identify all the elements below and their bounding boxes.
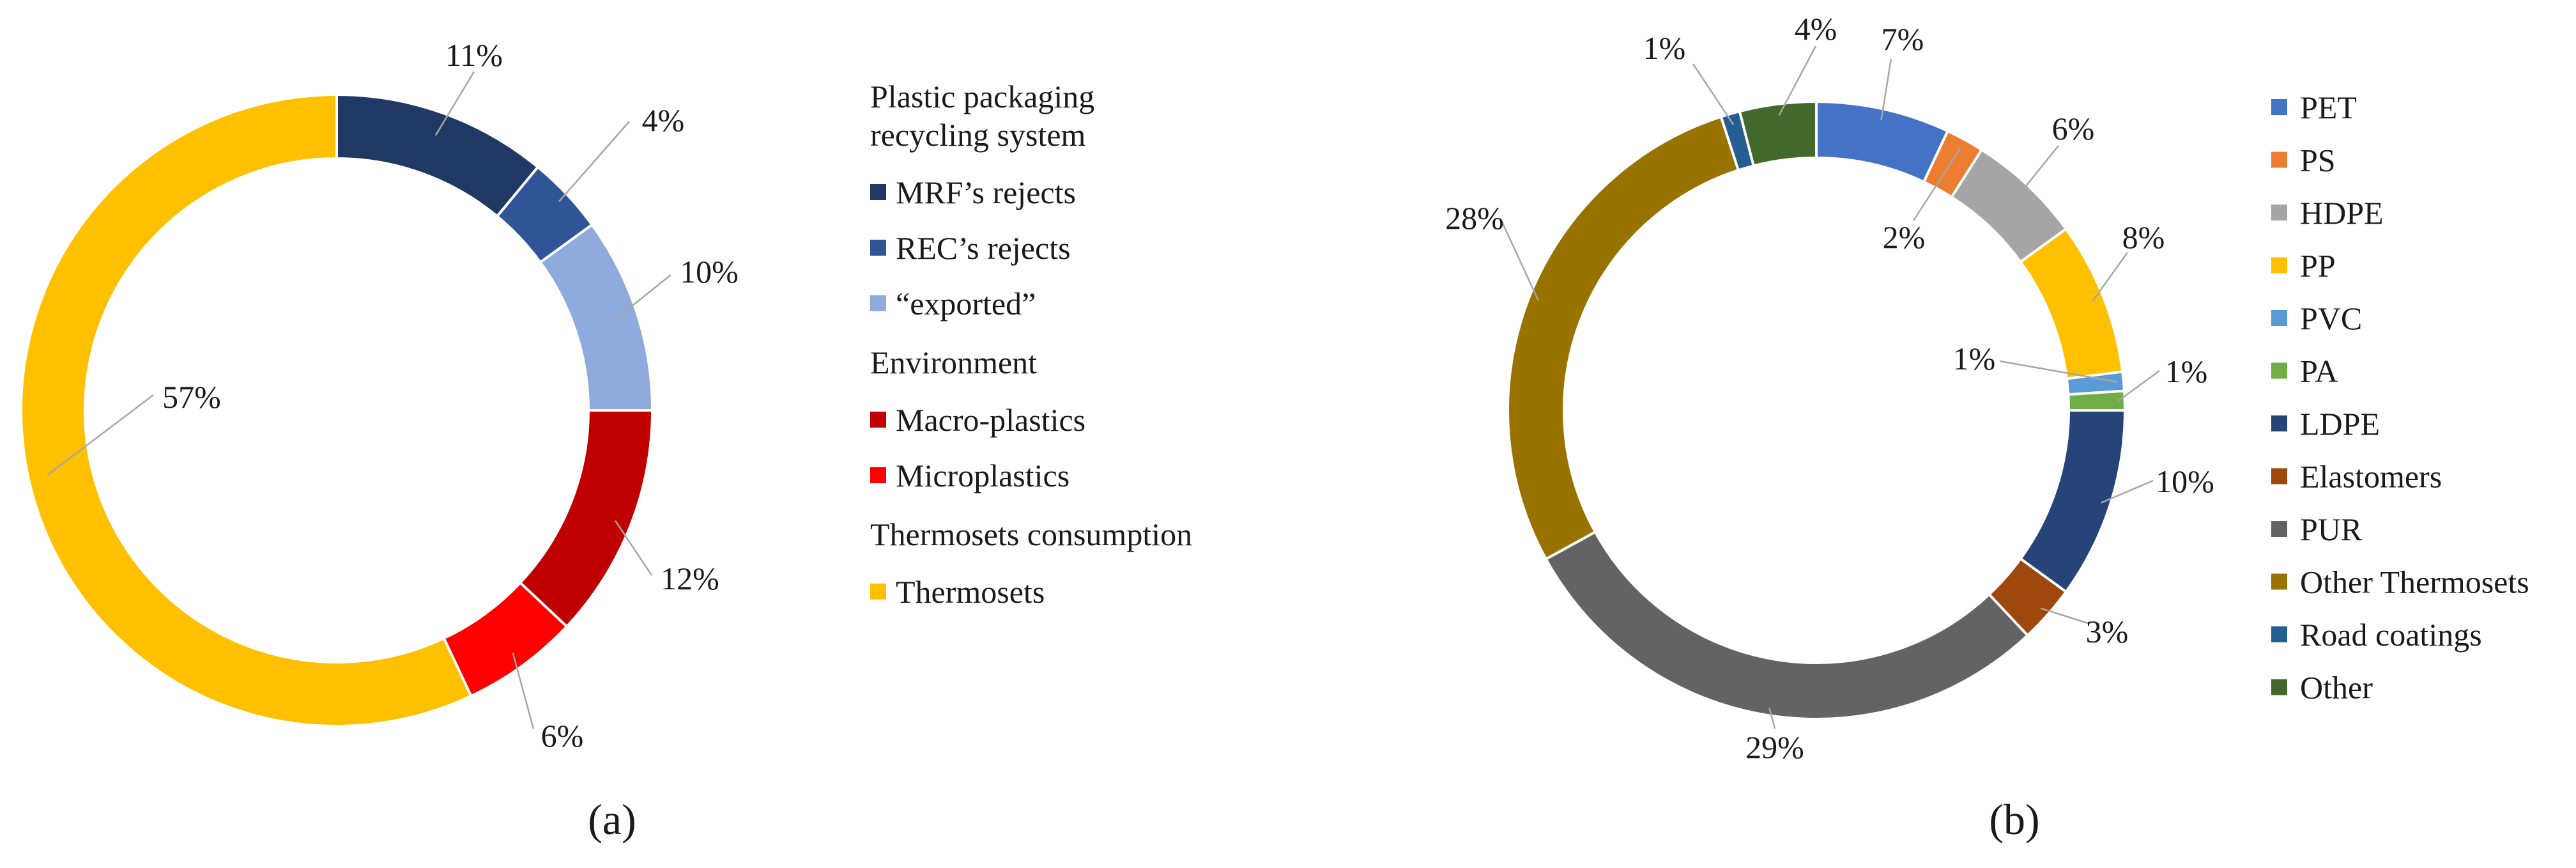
leader-line-pur (1768, 708, 1776, 729)
value-label-road-coatings: 1% (1643, 30, 1686, 66)
leader-line-pa (2118, 369, 2160, 402)
slice-pp (2018, 227, 2124, 380)
legend-swatch-macro-plastics (870, 412, 886, 428)
slice-labels-a: 11% 4% 10% 12% 6% 57% (162, 37, 739, 754)
legend-group-heading: Thermosets consumption (870, 516, 1192, 552)
leader-line-thermosets (47, 394, 154, 476)
value-label-pvc: 1% (1953, 341, 1996, 376)
legend-swatch-hdpe (2271, 205, 2287, 221)
slices-b (1506, 100, 2127, 720)
legend-label-pvc: PVC (2300, 300, 2362, 336)
leader-line-pet (1880, 58, 1892, 120)
value-label-hdpe: 6% (2052, 111, 2095, 146)
legend-swatch-mrf-s-rejects (870, 184, 886, 200)
legend-label-macro-plastics: Macro-plastics (896, 402, 1085, 438)
value-label-other-thermosets: 28% (1445, 200, 1504, 236)
legend-label-ldpe: LDPE (2300, 406, 2380, 442)
legend-label-pp: PP (2300, 248, 2336, 284)
leader-line-mrf-s-rejects (434, 71, 475, 136)
leader-line-elastomers (2040, 607, 2089, 624)
legend-swatch-ps (2271, 151, 2287, 168)
leader-line-other-thermosets (1500, 220, 1539, 301)
legend-swatch-road-coatings (2271, 626, 2287, 642)
legend-label-mrf-s-rejects: MRF’s rejects (896, 174, 1076, 210)
legend-swatch-microplastics (870, 467, 886, 483)
leader-line-microplastics (512, 653, 535, 729)
slice-pa (2067, 389, 2127, 412)
value-label-exported: 10% (680, 254, 739, 290)
value-label-pur: 29% (1745, 729, 1804, 765)
legend-label-exported: “exported” (896, 286, 1036, 322)
legend-label-pa: PA (2300, 353, 2338, 389)
leader-line-hdpe (2019, 145, 2059, 194)
legend-swatch-other (2271, 679, 2287, 695)
legend-swatch-exported (870, 295, 886, 311)
leader-line-ldpe (2100, 479, 2154, 504)
leader-lines-b (1500, 45, 2160, 729)
legend-swatch-pa (2271, 362, 2287, 379)
legend-label-pet: PET (2300, 89, 2357, 125)
legend-group-heading: Environment (870, 345, 1037, 380)
value-label-mrf-s-rejects: 11% (445, 37, 503, 73)
slice-other-thermosets (1506, 115, 1740, 561)
value-label-thermosets: 57% (162, 379, 221, 415)
legend-label-pur: PUR (2300, 511, 2363, 547)
value-label-pp: 8% (2122, 219, 2165, 255)
slice-other (1738, 100, 1818, 167)
leader-line-pp (2092, 252, 2129, 302)
value-label-macro-plastics: 12% (661, 561, 719, 596)
legend-b: PET PS HDPE PP PVC PA LDPE Elastomers PUR Other T… (2271, 89, 2529, 706)
legend-label-other: Other (2300, 670, 2373, 706)
value-label-elastomers: 3% (2086, 614, 2129, 649)
legend-swatch-rec-s-rejects (870, 240, 886, 256)
slice-mrf-s-rejects (335, 93, 540, 219)
legend-swatch-other-thermosets (2271, 573, 2287, 590)
leader-line-ps (1912, 147, 1961, 221)
legend-label-road-coatings: Road coatings (2300, 617, 2482, 653)
legend-label-thermosets: Thermosets (896, 574, 1045, 610)
leader-line-macro-plastics (615, 520, 653, 576)
legend-label-other-thermosets: Other Thermosets (2300, 564, 2529, 600)
legend-group-heading: Plastic packaging (870, 79, 1094, 114)
value-label-ldpe: 10% (2156, 463, 2214, 499)
value-label-ps: 2% (1883, 219, 1926, 255)
legend-label-rec-s-rejects: REC’s rejects (896, 230, 1071, 266)
legend-label-elastomers: Elastomers (2300, 459, 2442, 495)
panel-label-a: (a) (588, 795, 636, 844)
legend-swatch-pet (2271, 99, 2287, 115)
leader-line-exported (614, 274, 671, 321)
value-label-rec-s-rejects: 4% (642, 102, 685, 138)
slice-labels-b: 7% 2% 6% 8% 1% 1% 10% 3% 29% 28% 1% 4% (1445, 11, 2214, 765)
legend-swatch-elastomers (2271, 468, 2287, 484)
legend-label-ps: PS (2300, 143, 2336, 178)
leader-line-other (1778, 45, 1817, 116)
value-label-pet: 7% (1882, 21, 1924, 57)
legend-swatch-thermosets (870, 584, 886, 600)
leader-line-rec-s-rejects (558, 121, 630, 203)
legend-swatch-pur (2271, 521, 2287, 537)
leader-line-pvc (1999, 360, 2118, 383)
leader-lines-a (47, 71, 671, 729)
legend-group-heading: recycling system (870, 117, 1086, 153)
legend-label-microplastics: Microplastics (896, 458, 1070, 493)
legend-swatch-pvc (2271, 310, 2287, 326)
value-label-microplastics: 6% (541, 718, 584, 754)
legend-swatch-ldpe (2271, 415, 2287, 431)
value-label-other: 4% (1795, 11, 1837, 47)
slices-a (19, 93, 654, 727)
slice-thermosets (19, 93, 473, 727)
legend-label-hdpe: HDPE (2300, 195, 2384, 231)
donut-chart-b: 7% 2% 6% 8% 1% 1% 10% 3% 29% 28% 1% 4% (1445, 11, 2214, 765)
donut-chart-a: 11% 4% 10% 12% 6% 57% (19, 37, 739, 754)
slice-ldpe (2018, 409, 2127, 594)
slice-exported (538, 222, 654, 412)
slice-macro-plastics (518, 409, 654, 628)
legend-swatch-pp (2271, 257, 2287, 274)
slice-pur (1544, 530, 2030, 720)
panel-label-b: (b) (1989, 795, 2039, 844)
value-label-pa: 1% (2165, 353, 2208, 389)
leader-line-road-coatings (1692, 63, 1735, 125)
